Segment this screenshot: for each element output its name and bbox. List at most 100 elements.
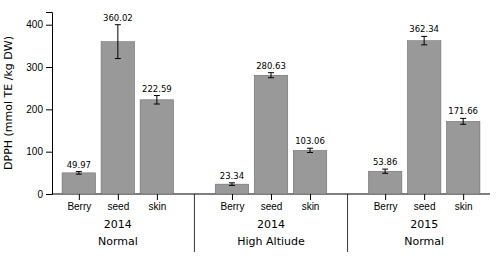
x-tick: seed	[414, 194, 436, 212]
x-tick: Berry	[221, 194, 245, 212]
x-tick-mark	[157, 194, 158, 200]
error-bar-stem	[424, 36, 425, 44]
error-bar	[460, 118, 466, 124]
error-bar	[229, 183, 235, 186]
marks	[62, 25, 480, 194]
group-altitude: Normal	[98, 235, 138, 248]
group-year: 2015	[410, 218, 438, 231]
x-tick: seed	[108, 194, 130, 212]
error-bar-stem	[310, 148, 311, 152]
data-label: 360.02	[103, 13, 133, 23]
x-tick-label: skin	[302, 201, 320, 212]
bar	[446, 121, 480, 194]
bar	[368, 171, 402, 194]
x-tick-label: skin	[148, 201, 166, 212]
group-year: 2014	[104, 218, 132, 231]
error-bar-cap	[229, 182, 235, 183]
error-bar	[382, 169, 388, 173]
error-bar	[268, 73, 274, 78]
error-bar-cap	[76, 174, 82, 175]
error-bar-cap	[268, 72, 274, 73]
y-tick-mark	[46, 25, 52, 26]
y-tick-mark	[46, 67, 52, 68]
error-bar-cap	[229, 185, 235, 186]
error-bar-cap	[382, 169, 388, 170]
bar	[407, 41, 441, 194]
x-tick: skin	[455, 194, 473, 212]
x-tick-label: seed	[261, 201, 283, 212]
y-axis-line	[46, 13, 53, 195]
x-tick: skin	[302, 194, 320, 212]
bar	[140, 100, 174, 194]
y-tick-label: 300	[26, 62, 43, 73]
data-label: 222.59	[142, 84, 172, 94]
x-tick-mark	[118, 194, 119, 200]
x-tick-mark	[424, 194, 425, 200]
data-label: 362.34	[409, 24, 439, 34]
error-bar-cap	[421, 36, 427, 37]
x-tick-label: Berry	[221, 201, 245, 212]
y-tick-label: 200	[26, 104, 43, 115]
error-bar-stem	[463, 118, 464, 124]
data-label: 171.66	[448, 106, 478, 116]
plot: 0100200300400BerryseedskinBerryseedskinB…	[2, 13, 490, 253]
y-tick: 400	[26, 19, 52, 30]
x-tick: Berry	[67, 194, 91, 212]
error-bar-stem	[117, 25, 118, 59]
error-bar-cap	[115, 24, 121, 25]
data-label: 49.97	[67, 160, 91, 170]
y-tick-label: 400	[26, 19, 43, 30]
data-label: 23.34	[220, 171, 244, 181]
y-tick: 300	[26, 62, 52, 73]
x-tick-label: Berry	[67, 201, 91, 212]
group-year: 2014	[257, 218, 285, 231]
y-tick-mark	[46, 109, 52, 110]
y-tick: 0	[37, 189, 52, 200]
y-axis: 0 100 200 300 400	[26, 13, 52, 200]
chart: 0100200300400BerryseedskinBerryseedskinB…	[0, 0, 500, 266]
x-tick: seed	[261, 194, 283, 212]
data-label: 103.06	[295, 136, 325, 146]
bar	[101, 42, 135, 194]
error-bar-cap	[460, 118, 466, 119]
error-bar	[154, 96, 160, 104]
x-tick-mark	[232, 194, 233, 200]
bar	[254, 75, 288, 194]
error-bar	[115, 25, 121, 59]
y-tick-label: 0	[37, 189, 43, 200]
y-tick-label: 100	[26, 146, 43, 157]
x-tick: skin	[148, 194, 166, 212]
error-bar-cap	[76, 171, 82, 172]
error-bar-cap	[154, 95, 160, 96]
data-label: 53.86	[373, 157, 397, 167]
x-tick-label: skin	[455, 201, 473, 212]
error-bar	[421, 36, 427, 44]
y-tick: 200	[26, 104, 52, 115]
error-bar	[76, 172, 82, 175]
error-bar-cap	[382, 173, 388, 174]
error-bar-cap	[307, 148, 313, 149]
x-axis: Berry seed skin Berry seed skin Berry seed skin	[52, 194, 490, 212]
x-tick-label: seed	[414, 201, 436, 212]
error-bar	[307, 148, 313, 152]
group-altitude: Normal	[404, 235, 444, 248]
group-labels: 2014 Normal 2014 High Altiude 2015 Normal	[98, 194, 444, 252]
x-tick: Berry	[374, 194, 398, 212]
group-divider	[194, 194, 195, 252]
data-label: 280.63	[256, 61, 286, 71]
x-tick-label: seed	[108, 201, 130, 212]
x-tick-mark	[310, 194, 311, 200]
error-bar-cap	[268, 77, 274, 78]
error-bar-cap	[115, 58, 121, 59]
error-bar-cap	[460, 124, 466, 125]
x-tick-mark	[271, 194, 272, 200]
error-bar-stem	[271, 73, 272, 78]
y-tick-mark	[46, 152, 52, 153]
y-axis-title: DPPH (mmol TE /kg DW)	[2, 36, 15, 170]
group-altitude: High Altiude	[237, 235, 305, 248]
x-tick-mark	[385, 194, 386, 200]
y-tick-mark	[46, 194, 52, 195]
error-bar-cap	[307, 152, 313, 153]
x-tick-mark	[79, 194, 80, 200]
error-bar-cap	[421, 44, 427, 45]
